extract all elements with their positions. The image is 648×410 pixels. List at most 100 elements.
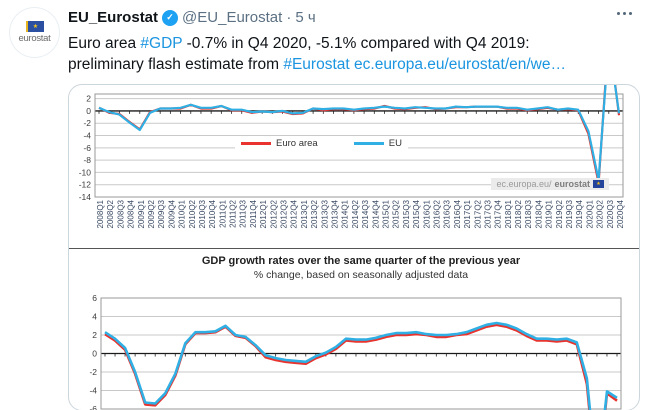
- svg-text:2017Q1: 2017Q1: [463, 199, 472, 228]
- eu-flag-icon: ★: [25, 21, 44, 32]
- tweet-text: Euro area #GDP -0.7% in Q4 2020, -5.1% c…: [68, 33, 633, 75]
- avatar-logo-text: eurostat: [18, 33, 51, 44]
- avatar[interactable]: ★ eurostat: [10, 8, 59, 57]
- svg-text:2017Q4: 2017Q4: [494, 199, 503, 228]
- svg-text:-2: -2: [89, 367, 97, 377]
- chart2-subtitle: % change, based on seasonally adjusted d…: [253, 269, 469, 281]
- chart-divider: [69, 248, 639, 249]
- legend-item: Euro area: [241, 138, 318, 149]
- tweet-link[interactable]: ec.europa.eu/eurostat/en/we…: [354, 56, 566, 73]
- legend-item: EU: [353, 138, 402, 149]
- svg-text:2015Q4: 2015Q4: [412, 199, 421, 228]
- timestamp[interactable]: 5 ч: [295, 9, 316, 26]
- eu-flag-icon: ★: [593, 180, 604, 188]
- svg-text:2016Q4: 2016Q4: [453, 199, 462, 228]
- chart2-title: GDP growth rates over the same quarter o…: [201, 255, 521, 267]
- svg-text:2012Q3: 2012Q3: [280, 199, 289, 228]
- svg-text:-12: -12: [79, 180, 92, 190]
- svg-text:2010Q4: 2010Q4: [208, 199, 217, 228]
- legend-swatch: [241, 142, 271, 145]
- svg-text:2012Q2: 2012Q2: [269, 199, 278, 228]
- svg-text:2010Q2: 2010Q2: [188, 199, 197, 228]
- svg-text:2020Q1: 2020Q1: [585, 199, 594, 228]
- svg-text:2009Q3: 2009Q3: [157, 199, 166, 228]
- eurostat-watermark: ec.europa.eu/eurostat ★: [491, 178, 609, 190]
- svg-text:0: 0: [92, 349, 97, 359]
- svg-text:2015Q1: 2015Q1: [381, 199, 390, 228]
- svg-text:2008Q1: 2008Q1: [96, 199, 105, 228]
- svg-text:2019Q4: 2019Q4: [575, 199, 584, 228]
- svg-text:2020Q4: 2020Q4: [616, 199, 625, 228]
- svg-text:-2: -2: [83, 118, 91, 128]
- user-handle[interactable]: @EU_Eurostat: [182, 9, 283, 26]
- svg-text:2019Q3: 2019Q3: [565, 199, 574, 228]
- svg-text:2014Q4: 2014Q4: [371, 199, 380, 228]
- svg-text:2015Q2: 2015Q2: [392, 199, 401, 228]
- more-menu-icon[interactable]: [613, 8, 636, 19]
- svg-text:2019Q2: 2019Q2: [555, 199, 564, 228]
- svg-text:2014Q2: 2014Q2: [351, 199, 360, 228]
- watermark-brand: eurostat: [554, 179, 590, 189]
- svg-text:2012Q4: 2012Q4: [290, 199, 299, 228]
- svg-text:2016Q1: 2016Q1: [422, 199, 431, 228]
- legend-label: EU: [388, 138, 402, 149]
- svg-text:2009Q1: 2009Q1: [137, 199, 146, 228]
- svg-text:2015Q3: 2015Q3: [402, 199, 411, 228]
- tweet-link[interactable]: #GDP: [140, 35, 183, 52]
- svg-text:2017Q2: 2017Q2: [473, 199, 482, 228]
- svg-text:4: 4: [92, 312, 97, 322]
- svg-text:2014Q3: 2014Q3: [361, 199, 370, 228]
- tweet-header: EU_Eurostat ✓ @EU_Eurostat · 5 ч: [68, 9, 316, 26]
- svg-text:2011Q4: 2011Q4: [249, 199, 258, 227]
- display-name[interactable]: EU_Eurostat: [68, 9, 159, 26]
- verified-badge-icon: ✓: [162, 9, 179, 26]
- tweet-link[interactable]: #Eurostat: [283, 56, 350, 73]
- tweet-text-segment: preliminary flash estimate from: [68, 56, 284, 73]
- svg-text:2009Q2: 2009Q2: [147, 199, 156, 228]
- svg-text:2013Q4: 2013Q4: [331, 199, 340, 228]
- svg-text:2013Q2: 2013Q2: [310, 199, 319, 228]
- svg-text:2: 2: [92, 330, 97, 340]
- header-separator: ·: [286, 9, 292, 26]
- svg-text:2008Q4: 2008Q4: [127, 199, 136, 228]
- svg-text:-10: -10: [79, 167, 92, 177]
- chart2-title-block: GDP growth rates over the same quarter o…: [101, 254, 621, 282]
- svg-text:2008Q2: 2008Q2: [106, 199, 115, 228]
- svg-text:0: 0: [86, 106, 91, 116]
- legend-swatch: [353, 142, 384, 145]
- svg-text:2010Q3: 2010Q3: [198, 199, 207, 228]
- svg-text:2019Q1: 2019Q1: [545, 199, 554, 228]
- svg-text:2010Q1: 2010Q1: [178, 199, 187, 228]
- svg-text:2018Q1: 2018Q1: [504, 199, 513, 228]
- svg-text:-6: -6: [83, 143, 91, 153]
- svg-text:2013Q3: 2013Q3: [320, 199, 329, 228]
- watermark-url: ec.europa.eu/: [496, 179, 552, 189]
- yoy-gdp-chart: 6 4 2 0 -2 -4 -6: [89, 293, 622, 410]
- svg-text:-8: -8: [83, 155, 91, 165]
- svg-text:2011Q2: 2011Q2: [229, 199, 238, 227]
- svg-text:6: 6: [92, 293, 97, 303]
- svg-text:2014Q1: 2014Q1: [341, 199, 350, 228]
- svg-text:2009Q4: 2009Q4: [167, 199, 176, 228]
- svg-text:2018Q4: 2018Q4: [534, 199, 543, 228]
- tweet-text-segment: -0.7% in Q4 2020, -5.1% compared with Q4…: [182, 35, 530, 52]
- svg-text:2018Q3: 2018Q3: [524, 199, 533, 228]
- svg-text:2016Q3: 2016Q3: [443, 199, 452, 228]
- svg-text:2011Q3: 2011Q3: [239, 199, 248, 227]
- svg-text:2013Q1: 2013Q1: [300, 199, 309, 228]
- svg-text:-4: -4: [83, 131, 91, 141]
- svg-text:2018Q2: 2018Q2: [514, 199, 523, 228]
- svg-text:2: 2: [86, 94, 91, 104]
- svg-text:-4: -4: [89, 386, 97, 396]
- svg-text:-14: -14: [79, 192, 92, 202]
- svg-text:2011Q1: 2011Q1: [218, 199, 227, 227]
- svg-text:2020Q2: 2020Q2: [596, 199, 605, 228]
- svg-text:2008Q3: 2008Q3: [116, 199, 125, 228]
- svg-text:2012Q1: 2012Q1: [259, 199, 268, 228]
- tweet-media-image[interactable]: 2 0 -2 -4 -6 -8 -10 -12 -14 2008Q1 2008Q2 2008Q3 200…: [68, 84, 640, 410]
- svg-text:2020Q3: 2020Q3: [606, 199, 615, 228]
- legend-label: Euro area: [276, 138, 318, 149]
- tweet-text-segment: Euro area: [68, 35, 141, 52]
